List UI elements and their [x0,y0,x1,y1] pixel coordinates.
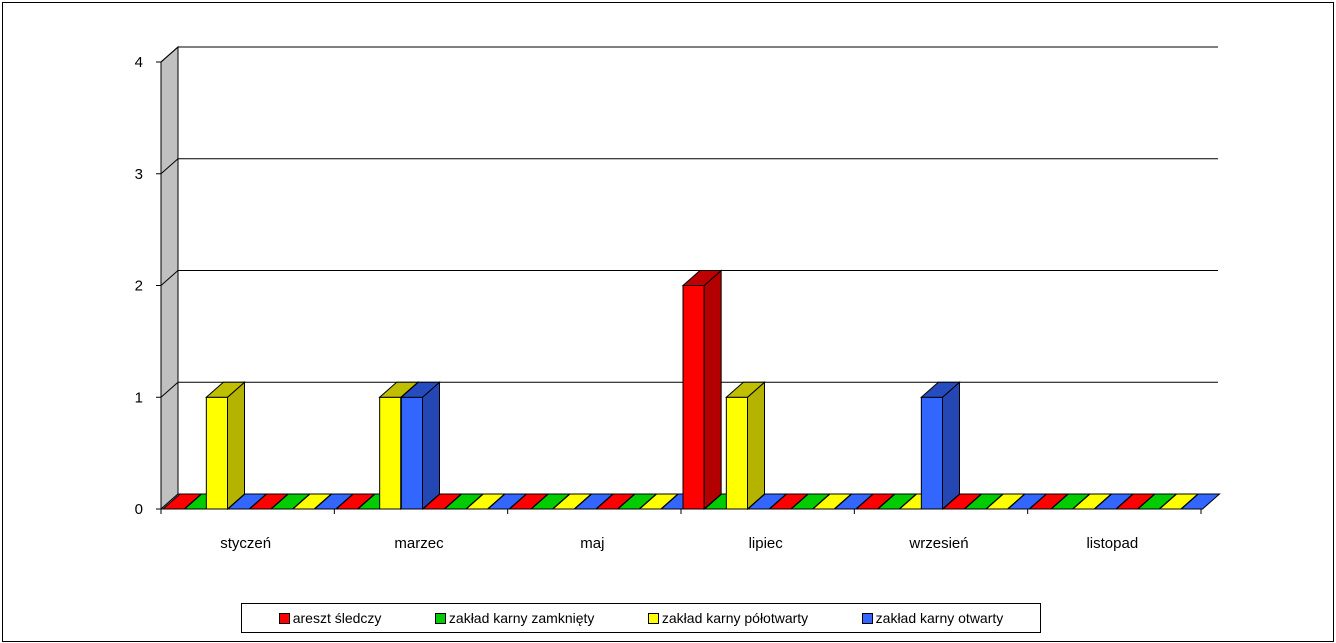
y-tick-label: 4 [135,54,143,71]
x-tick-label: lipiec [749,535,784,552]
gridline-diagonal [160,270,179,286]
bar-side [422,381,440,511]
bar-top [400,381,441,398]
bar [725,396,748,510]
bar-top [205,381,246,398]
legend-label: zakład karny zamknięty [448,610,595,626]
legend-swatch [434,612,446,624]
x-tick-label: wrzesień [908,535,968,552]
legend-item: zakład karny zamknięty [434,610,595,626]
legend-swatch [647,612,659,624]
bar-side [703,269,722,511]
bar-chart: 0 1 2 3 4 styczeń marzec maj lipiec wrzesień listo… [135,45,1221,552]
x-tick-label: listopad [1086,535,1138,552]
x-tick-label: maj [580,535,604,552]
legend-item: areszt śledczy [278,610,382,626]
legend-label: areszt śledczy [292,610,382,626]
bar [400,396,424,510]
y-tick-label: 0 [135,501,143,518]
legend-item: zakład karny półotwarty [647,610,809,626]
bar-top [920,381,961,398]
bar [379,396,402,510]
gridline-diagonal [160,158,179,175]
bar-top [681,270,723,286]
bar-top [725,381,766,398]
bar [205,396,228,510]
bar [920,396,943,510]
bar-side [942,381,960,511]
y-tick-label: 1 [135,389,143,406]
bar-side [227,381,245,511]
gridline-diagonal [160,46,179,63]
legend-swatch [278,612,290,624]
bar [682,285,705,510]
y-tick-label: 2 [135,278,143,295]
bar-side [747,381,765,511]
gridline-diagonal [160,381,179,398]
legend-label: zakład karny półotwarty [661,610,809,626]
legend: areszt śledczy zakład karny zamknięty zakł… [241,603,1041,633]
x-tick-label: marzec [394,535,444,552]
y-tick-label: 3 [135,166,143,183]
legend-item: zakład karny otwarty [861,610,1004,626]
x-tick-label: styczeń [220,535,271,552]
legend-swatch [861,612,873,624]
legend-label: zakład karny otwarty [875,610,1004,626]
